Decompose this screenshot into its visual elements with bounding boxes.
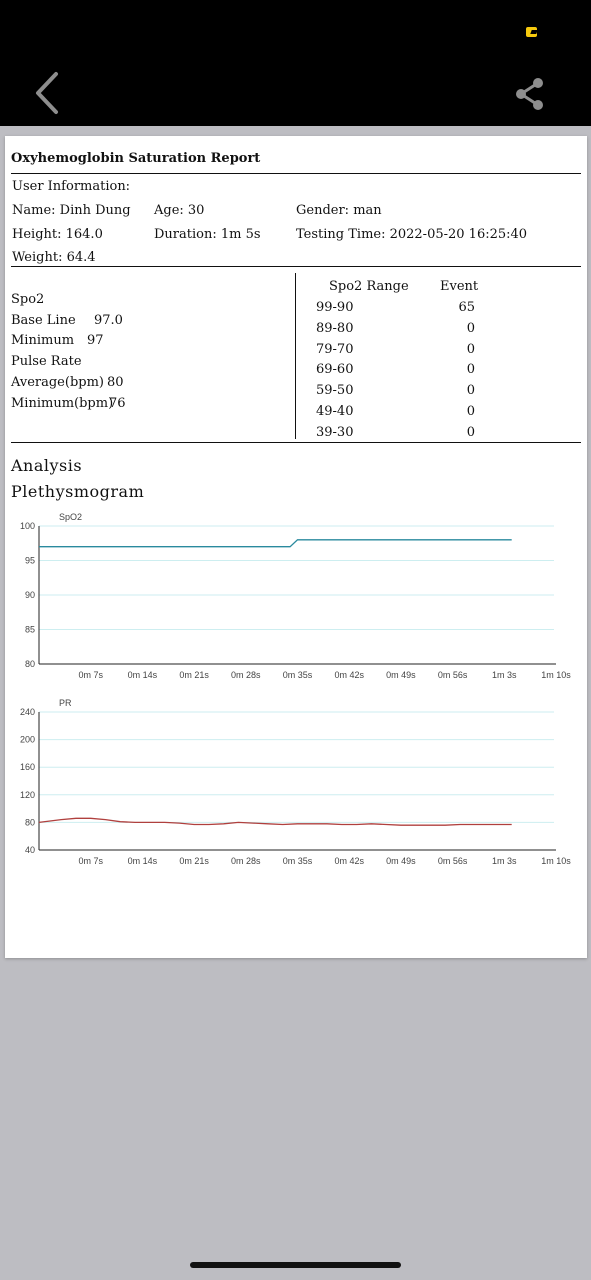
x-tick-label: 0m 7s [78, 856, 103, 866]
range-cell: 69-60 [316, 362, 354, 378]
average-bpm-label: Average(bpm) [11, 375, 104, 390]
y-tick-label: 80 [25, 659, 35, 669]
x-tick-label: 0m 28s [231, 670, 261, 680]
pulse-rate-label: Pulse Rate [11, 354, 82, 369]
report-paper: Oxyhemoglobin Saturation Report User Inf… [5, 136, 587, 958]
user-info-label: User Information: [12, 179, 131, 194]
share-button[interactable] [512, 76, 548, 112]
range-cell: 79-70 [316, 341, 354, 357]
y-tick-label: 90 [25, 590, 35, 600]
event-header: Event [440, 279, 479, 294]
minimum-bpm-label: Minimum(bpm) [11, 396, 114, 411]
divider [11, 266, 581, 267]
range-cell: 49-40 [316, 404, 354, 419]
column-divider [295, 273, 296, 439]
spo2-label: Spo2 [11, 292, 45, 307]
x-tick-label: 0m 14s [128, 670, 158, 680]
event-cell: 0 [466, 404, 475, 419]
user-age: Age: 30 [154, 203, 205, 218]
test-duration: Duration: 1m 5s [154, 227, 261, 242]
x-tick-label: 0m 35s [283, 856, 313, 866]
chart-title: PR [59, 698, 72, 708]
event-cell: 0 [466, 383, 475, 399]
pr-chart: PR 40 80 120 160 200 240 0m 7s 0m 14s 0m 21s 0m 28… [20, 698, 571, 866]
analysis-heading: Analysis [11, 456, 83, 475]
x-tick-label: 0m 21s [179, 670, 209, 680]
x-tick-label: 0m 56s [438, 670, 468, 680]
y-tick-label: 160 [20, 762, 35, 772]
range-cell: 39-30 [316, 424, 354, 440]
back-button[interactable] [30, 70, 70, 116]
x-tick-label: 1m 10s [541, 856, 571, 866]
home-indicator [190, 1262, 401, 1268]
x-tick-label: 0m 42s [334, 670, 364, 680]
range-header: Spo2 Range [329, 279, 409, 294]
chevron-left-icon [36, 72, 58, 114]
x-tick-label: 0m 56s [438, 856, 468, 866]
user-name: Name: Dinh Dung [12, 203, 131, 218]
average-bpm-value: 80 [107, 375, 124, 390]
x-tick-label: 0m 42s [334, 856, 364, 866]
y-tick-label: 95 [25, 556, 35, 566]
y-tick-label: 200 [20, 735, 35, 745]
event-cell: 0 [466, 341, 475, 357]
status-indicator-icon [526, 27, 537, 37]
x-tick-label: 0m 35s [283, 670, 313, 680]
minimum-label: Minimum [11, 333, 75, 348]
x-tick-label: 1m 3s [492, 670, 517, 680]
y-tick-label: 40 [25, 845, 35, 855]
event-cell: 0 [466, 362, 475, 378]
y-tick-label: 120 [20, 790, 35, 800]
divider [11, 442, 581, 443]
range-cell: 99-90 [316, 300, 354, 315]
minimum-value: 97 [87, 333, 104, 348]
x-tick-label: 0m 21s [179, 856, 209, 866]
x-tick-label: 0m 49s [386, 670, 416, 680]
x-tick-label: 0m 14s [128, 856, 158, 866]
divider [11, 173, 581, 174]
x-tick-label: 1m 3s [492, 856, 517, 866]
y-tick-label: 240 [20, 707, 35, 717]
y-tick-label: 100 [20, 521, 35, 531]
base-line-label: Base Line [11, 313, 76, 328]
x-tick-label: 0m 28s [231, 856, 261, 866]
range-cell: 89-80 [316, 320, 354, 336]
x-tick-label: 0m 7s [78, 670, 103, 680]
minimum-bpm-value: 76 [109, 396, 126, 411]
range-cell: 59-50 [316, 383, 354, 399]
event-cell: 65 [458, 300, 475, 315]
user-gender: Gender: man [296, 203, 382, 218]
series-line [39, 539, 512, 548]
top-bar [0, 0, 591, 126]
chart-title: SpO2 [59, 512, 82, 522]
plethysmogram-heading: Plethysmogram [11, 482, 145, 501]
series-line [38, 817, 512, 826]
report-title: Oxyhemoglobin Saturation Report [11, 151, 261, 166]
y-tick-label: 85 [25, 625, 35, 635]
user-weight: Weight: 64.4 [12, 250, 96, 265]
base-line-value: 97.0 [94, 313, 123, 328]
event-cell: 0 [466, 320, 475, 336]
user-height: Height: 164.0 [12, 227, 103, 242]
x-tick-label: 1m 10s [541, 670, 571, 680]
x-tick-label: 0m 49s [386, 856, 416, 866]
event-cell: 0 [466, 424, 475, 440]
testing-time: Testing Time: 2022-05-20 16:25:40 [296, 227, 528, 242]
share-icon [516, 78, 543, 110]
spo2-chart: SpO2 80 85 90 95 100 0m 7s 0m 14s 0m 21s 0m 28s 0m… [20, 512, 571, 680]
y-tick-label: 80 [25, 817, 35, 827]
